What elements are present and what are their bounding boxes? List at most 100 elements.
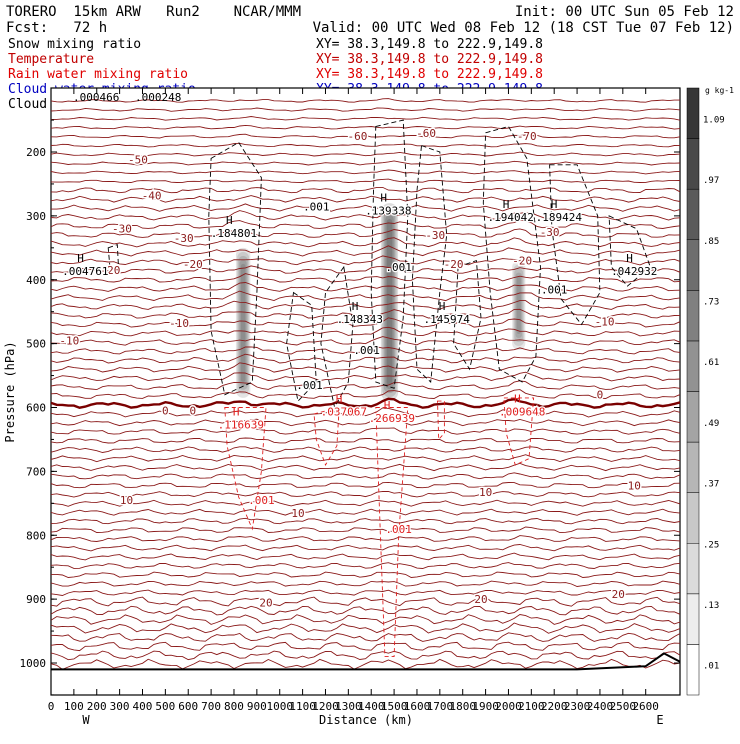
contour-value-label: .001 [296,379,323,392]
max-value: .145974 [424,313,471,326]
colorbar-swatch [686,441,700,493]
isotherm-line [51,255,680,266]
max-value: .037067 [321,406,367,419]
isotherm-line [51,237,680,248]
x-tick-label: 2300 [564,700,591,713]
snow-column [235,247,251,398]
x-tick-label: 2200 [541,700,568,713]
isotherm-label: 20 [474,593,487,606]
max-value: .148343 [337,313,383,326]
colorbar-swatch [686,391,700,443]
isotherm-line [51,380,680,391]
x-tick-label: 400 [133,700,153,713]
x-tick-label: 1400 [358,700,385,713]
isotherm-label: -70 [517,130,537,143]
cloud-ice-contour [286,291,317,403]
isotherm-label: 20 [612,588,625,601]
snow-column [382,207,397,398]
isotherm-line [51,417,680,427]
isotherm-line [51,203,680,212]
y-tick-label: 800 [26,529,46,542]
max-marker: H [226,214,233,227]
isotherm-line [51,169,680,175]
y-tick-label: 700 [26,465,46,478]
temperature-contours [51,98,680,670]
field-coordinates: XY= 38.3,149.8 to 222.9,149.8 [316,52,543,67]
zero-isotherm [51,397,680,409]
isotherm-line [51,437,680,444]
isotherm-line [51,265,680,274]
cloud-ice-contour [208,141,262,396]
header-forecast-hour: Fcst: 72 h [6,20,107,36]
max-value: .266939 [369,412,415,425]
x-tick-label: 900 [247,700,267,713]
header-title: TORERO 15km ARW Run2 NCAR/MMM [6,4,301,20]
max-value: .042932 [611,265,657,278]
x-tick-label: 2100 [518,700,545,713]
rain-contour [313,406,340,467]
y-tick-label: 400 [26,274,46,287]
isotherm-line [51,107,680,112]
isotherm-label: -10 [59,334,79,347]
isotherm-label: -60 [416,127,436,140]
isotherm-line [51,535,680,542]
isotherm-label: -20 [101,264,121,277]
snow-column [385,215,394,390]
x-tick-label: 700 [201,700,221,713]
isotherm-label: -20 [444,258,464,271]
snow-column [512,260,526,351]
cloud-ice-contour [370,119,409,389]
x-tick-label: 2600 [632,700,659,713]
x-axis-east-label: E [656,713,663,727]
isotherm-line [51,650,680,661]
snow-column [514,268,524,343]
colorbar-label: .61 [703,358,719,368]
isotherm-label: 10 [291,507,304,520]
contour-labels: -60 -60 -50 -70 -40 -30 -30 -30 -30 -20 -20 -20 -20 -… [58,91,659,611]
x-tick-label: 1100 [289,700,316,713]
isotherm-label: -30 [174,232,194,245]
isotherm-line [51,116,680,121]
isotherm-label: 10 [479,486,492,499]
isotherm-label: 10 [628,479,641,492]
x-tick-label: 300 [110,700,130,713]
x-tick-label: 600 [178,700,198,713]
isotherm-line [51,290,680,302]
max-marker: H [352,300,359,313]
max-marker: H [626,252,633,265]
x-axis-west-label: W [82,713,90,727]
cloud-ice-contour [320,265,354,409]
x-tick-label: 2500 [610,700,637,713]
rain-contour [503,397,535,466]
colorbar-swatch [686,239,700,291]
isotherm-line [51,346,680,355]
cloud-ice-contour [411,144,448,383]
colorbar-swatch [686,593,700,645]
contour-value-label: .001 [385,523,412,536]
snow-column [515,272,522,339]
rain-contours [224,397,535,658]
y-tick-label: 200 [26,146,46,159]
isotherm-line [51,508,680,516]
max-marker: H [551,198,558,211]
max-value: .194042 [488,211,534,224]
x-axis: 0 100 200 300 400 500 600 700 800 900 100011001200… [48,88,659,713]
field-name: Temperature [8,52,94,67]
isotherm-label: -20 [183,258,203,271]
isotherm-label: -60 [348,130,368,143]
max-value: .184801 [211,227,257,240]
isotherm-label: -50 [128,154,148,167]
isotherm-line [51,605,680,616]
colorbar-label: .13 [703,601,719,611]
isotherm-label: -30 [540,226,560,239]
isotherm-line [51,517,680,525]
isotherm-line [51,178,680,183]
x-tick-label: 200 [87,700,107,713]
isotherm-line [51,186,680,194]
snow-column [380,203,399,402]
x-tick-label: 2400 [587,700,614,713]
colorbar-swatch [686,188,700,241]
colorbar-label: .25 [703,540,719,550]
isotherm-label: 0 [189,405,196,418]
snow-column [386,219,393,386]
